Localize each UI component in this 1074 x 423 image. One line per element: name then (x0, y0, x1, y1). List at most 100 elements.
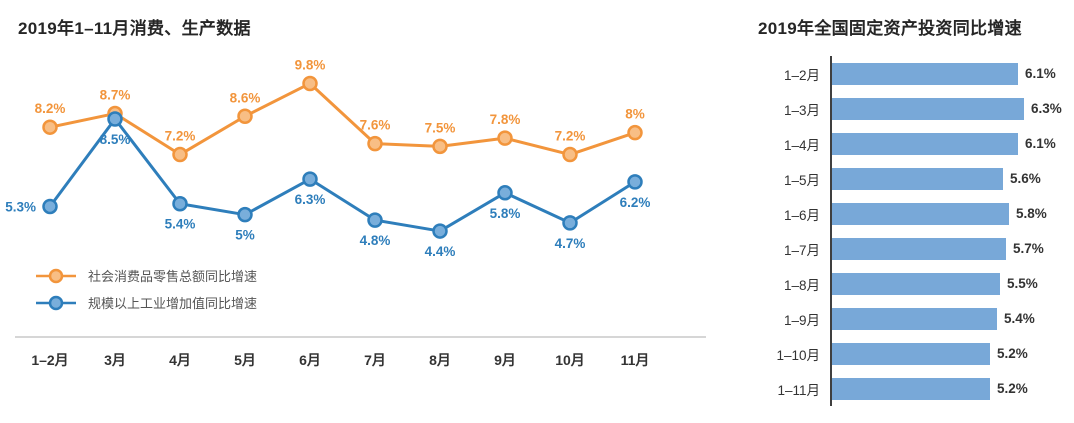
bar-category-label: 1–9月 (783, 312, 820, 328)
bar-row: 1–4月 6.1% (756, 126, 1070, 161)
data-label: 9.8% (295, 57, 326, 72)
bar-value-label: 6.3% (1031, 101, 1062, 116)
bar-track: 5.4% (830, 301, 1070, 336)
data-point (497, 185, 513, 201)
x-axis-label: 8月 (429, 352, 451, 368)
legend-item: 社会消费品零售总额同比增速 (34, 266, 257, 285)
data-label: 5% (235, 228, 255, 243)
legend-item: 规模以上工业增加值同比增速 (34, 293, 257, 312)
data-point (562, 146, 578, 163)
x-axis-label: 4月 (169, 352, 191, 368)
x-axis-label: 9月 (494, 352, 516, 368)
bar-track: 5.6% (830, 161, 1070, 196)
data-point (367, 135, 383, 152)
bar-category-label: 1–4月 (783, 137, 820, 153)
bar (832, 307, 997, 330)
bar-value-label: 5.6% (1010, 171, 1041, 186)
bar-category-label: 1–11月 (777, 382, 820, 398)
bar-category-label: 1–5月 (783, 172, 820, 188)
data-label: 5.3% (5, 199, 36, 214)
bar-row: 1–2月 6.1% (756, 56, 1070, 91)
x-axis-label: 6月 (299, 352, 321, 368)
data-label: 4.7% (555, 236, 586, 251)
bar (832, 237, 1006, 260)
bar-category-label: 1–8月 (783, 277, 820, 293)
bar (832, 132, 1018, 155)
bar-category-label: 1–3月 (783, 102, 820, 118)
bar (832, 377, 990, 400)
data-point (627, 124, 643, 141)
line-series-marker-icon (36, 295, 76, 310)
line-chart-legend: 社会消费品零售总额同比增速 规模以上工业增加值同比增速 (34, 266, 257, 312)
bar-track: 6.3% (830, 91, 1070, 126)
bar (832, 62, 1018, 85)
bar (832, 167, 1003, 190)
data-label: 8.5% (100, 132, 131, 147)
bar-value-label: 5.5% (1007, 276, 1038, 291)
data-point (627, 174, 643, 190)
data-point (497, 130, 513, 146)
bar-value-label: 5.7% (1013, 241, 1044, 256)
data-point (562, 215, 578, 231)
bar (832, 202, 1009, 225)
data-label: 4.4% (425, 244, 456, 259)
bar-value-label: 5.4% (1004, 311, 1035, 326)
line-series-marker-icon (36, 268, 76, 283)
legend-label: 规模以上工业增加值同比增速 (88, 296, 258, 311)
data-point (172, 195, 188, 212)
bar (832, 97, 1024, 120)
x-axis-label: 7月 (364, 352, 386, 368)
data-label: 7.2% (165, 129, 196, 144)
bar-value-label: 5.8% (1016, 206, 1047, 221)
bar-track: 5.7% (830, 231, 1070, 266)
bar-row: 1–6月 5.8% (756, 196, 1070, 231)
bar-track: 5.5% (830, 266, 1070, 301)
data-label: 8.7% (100, 88, 131, 103)
data-point (42, 198, 58, 215)
bar-row: 1–7月 5.7% (756, 231, 1070, 266)
bar-value-label: 5.2% (997, 381, 1028, 396)
data-label: 5.4% (165, 217, 196, 232)
data-point (367, 212, 383, 228)
data-point (237, 108, 253, 125)
bar-chart-title: 2019年全国固定资产投资同比增速 (758, 19, 1022, 38)
bar-category-label: 1–2月 (783, 67, 820, 83)
bar-category-label: 1–6月 (783, 207, 820, 223)
bar-category-label: 1–10月 (776, 347, 820, 363)
bar-row: 1–5月 5.6% (756, 161, 1070, 196)
data-point (302, 75, 318, 92)
data-point (432, 223, 448, 239)
data-label: 8.2% (35, 101, 66, 116)
data-point (172, 146, 188, 163)
data-label: 7.8% (490, 112, 521, 127)
bar-row: 1–9月 5.4% (756, 301, 1070, 336)
line-chart-canvas: 1–2月 3月 4月 5月 6月 7月 8月 9月 10月 11月 8.2% 8.7% 7.2% 8.6%… (5, 57, 706, 368)
bar-row: 1–3月 6.3% (756, 91, 1070, 126)
bar-chart-rows: 1–2月 6.1% 1–3月 6.3% 1–4月 6.1% 1–5月 5.6% 1–6月 5.8%… (756, 56, 1070, 406)
bar-category-label: 1–7月 (783, 242, 820, 258)
data-label: 6.2% (620, 195, 651, 210)
data-point (432, 138, 448, 155)
bar (832, 272, 1000, 295)
bar-value-label: 5.2% (997, 346, 1028, 361)
legend-label: 社会消费品零售总额同比增速 (88, 269, 258, 284)
line-chart-title: 2019年1–11月消费、生产数据 (18, 19, 251, 38)
data-label: 8.6% (230, 90, 261, 105)
data-point (107, 111, 123, 127)
bar-track: 5.2% (830, 371, 1070, 406)
data-label: 6.3% (295, 192, 326, 207)
bar (832, 342, 990, 365)
bar-track: 5.8% (830, 196, 1070, 231)
data-label: 7.6% (360, 118, 391, 133)
data-label: 8% (625, 107, 645, 122)
bar-track: 6.1% (830, 126, 1070, 161)
series-line (49, 81, 636, 157)
x-axis-label: 5月 (234, 352, 256, 368)
bar-value-label: 6.1% (1025, 136, 1056, 151)
bar-value-label: 6.1% (1025, 66, 1056, 81)
bar-track: 6.1% (830, 56, 1070, 91)
data-point (237, 206, 253, 223)
x-axis-label: 3月 (104, 352, 126, 368)
x-axis-label: 11月 (621, 352, 650, 368)
x-axis-label: 1–2月 (31, 352, 68, 368)
